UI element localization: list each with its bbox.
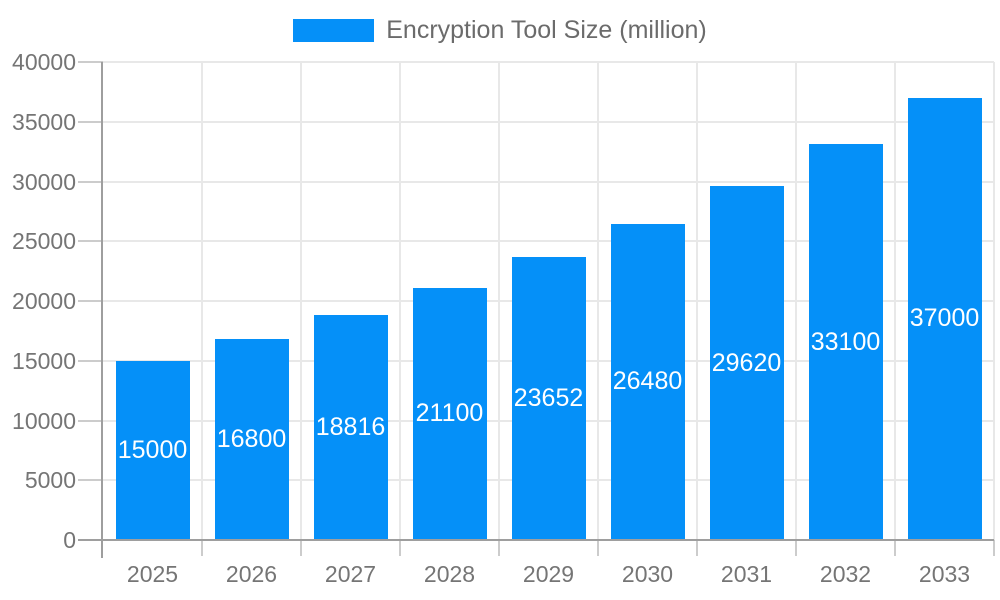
y-gridline xyxy=(103,120,994,123)
bar-value-label: 18816 xyxy=(315,413,386,442)
bar-2033: 37000 xyxy=(907,97,982,540)
x-axis-tick xyxy=(597,540,599,556)
x-gridline xyxy=(597,62,599,540)
y-axis-tick xyxy=(78,419,103,422)
x-axis-tick xyxy=(993,540,995,556)
x-gridline xyxy=(696,62,698,540)
y-axis-label: 5000 xyxy=(24,467,76,494)
y-axis-tick xyxy=(78,120,103,123)
x-axis-label-2029: 2029 xyxy=(522,561,575,587)
y-axis-tick xyxy=(78,240,103,243)
y-axis-label: 0 xyxy=(63,527,76,553)
y-axis-tick xyxy=(78,61,103,63)
y-axis-tick xyxy=(78,359,103,362)
bar-2025: 15000 xyxy=(115,360,190,540)
bar-value-label: 37000 xyxy=(909,304,980,333)
legend-label: Encryption Tool Size (million) xyxy=(386,16,707,44)
bar-value-label: 33100 xyxy=(810,327,881,356)
x-axis-label-2026: 2026 xyxy=(225,561,278,587)
x-gridline xyxy=(201,62,203,540)
y-axis-label: 20000 xyxy=(12,288,76,314)
x-axis-tick xyxy=(795,540,797,556)
x-axis-tick xyxy=(201,540,203,556)
bar-value-label: 15000 xyxy=(117,435,188,464)
x-axis-label-2028: 2028 xyxy=(423,561,476,587)
x-axis-line xyxy=(78,539,994,541)
y-axis-label: 25000 xyxy=(12,228,76,255)
x-gridline xyxy=(795,62,797,540)
x-gridline xyxy=(300,62,302,540)
bar-2027: 18816 xyxy=(313,315,388,540)
bar-value-label: 29620 xyxy=(711,348,782,377)
y-gridline xyxy=(103,180,994,183)
y-axis-tick xyxy=(78,479,103,482)
y-gridline xyxy=(103,240,994,243)
bar-value-label: 16800 xyxy=(216,425,287,454)
y-axis-label: 10000 xyxy=(12,407,76,434)
bar-value-label: 23652 xyxy=(513,384,584,413)
legend-swatch-icon xyxy=(293,19,375,42)
y-axis-label: 40000 xyxy=(12,49,76,75)
bar-2030: 26480 xyxy=(610,223,685,540)
bar-2032: 33100 xyxy=(808,144,883,540)
bar-2028: 21100 xyxy=(412,287,487,540)
y-axis-tick xyxy=(78,300,103,302)
x-axis-label-2027: 2027 xyxy=(324,561,377,587)
y-axis-line xyxy=(101,62,103,558)
y-axis-label: 15000 xyxy=(12,347,76,374)
x-axis-tick xyxy=(696,540,698,556)
x-axis-label-2032: 2032 xyxy=(819,561,872,587)
bar-2031: 29620 xyxy=(709,186,784,540)
x-axis-label-2033: 2033 xyxy=(918,561,971,587)
y-gridline xyxy=(103,61,994,63)
x-gridline xyxy=(894,62,896,540)
y-axis-tick xyxy=(78,180,103,183)
x-gridline xyxy=(399,62,401,540)
bar-2026: 16800 xyxy=(214,339,289,540)
bar-value-label: 21100 xyxy=(415,399,484,428)
bar-2029: 23652 xyxy=(511,257,586,540)
x-axis-label-2031: 2031 xyxy=(720,561,773,587)
x-axis-tick xyxy=(498,540,500,556)
x-gridline xyxy=(498,62,500,540)
x-gridline xyxy=(993,62,995,540)
x-axis-label-2030: 2030 xyxy=(621,561,674,587)
y-axis-label: 35000 xyxy=(12,108,76,135)
y-axis-label: 30000 xyxy=(12,168,76,195)
x-axis-tick xyxy=(399,540,401,556)
x-axis-label-2025: 2025 xyxy=(126,561,179,587)
chart-legend: Encryption Tool Size (million) xyxy=(0,16,1000,45)
x-axis-tick xyxy=(300,540,302,556)
x-axis-tick xyxy=(894,540,896,556)
bar-value-label: 26480 xyxy=(612,367,683,396)
legend-item-encryption-tool-size[interactable]: Encryption Tool Size (million) xyxy=(293,16,707,45)
